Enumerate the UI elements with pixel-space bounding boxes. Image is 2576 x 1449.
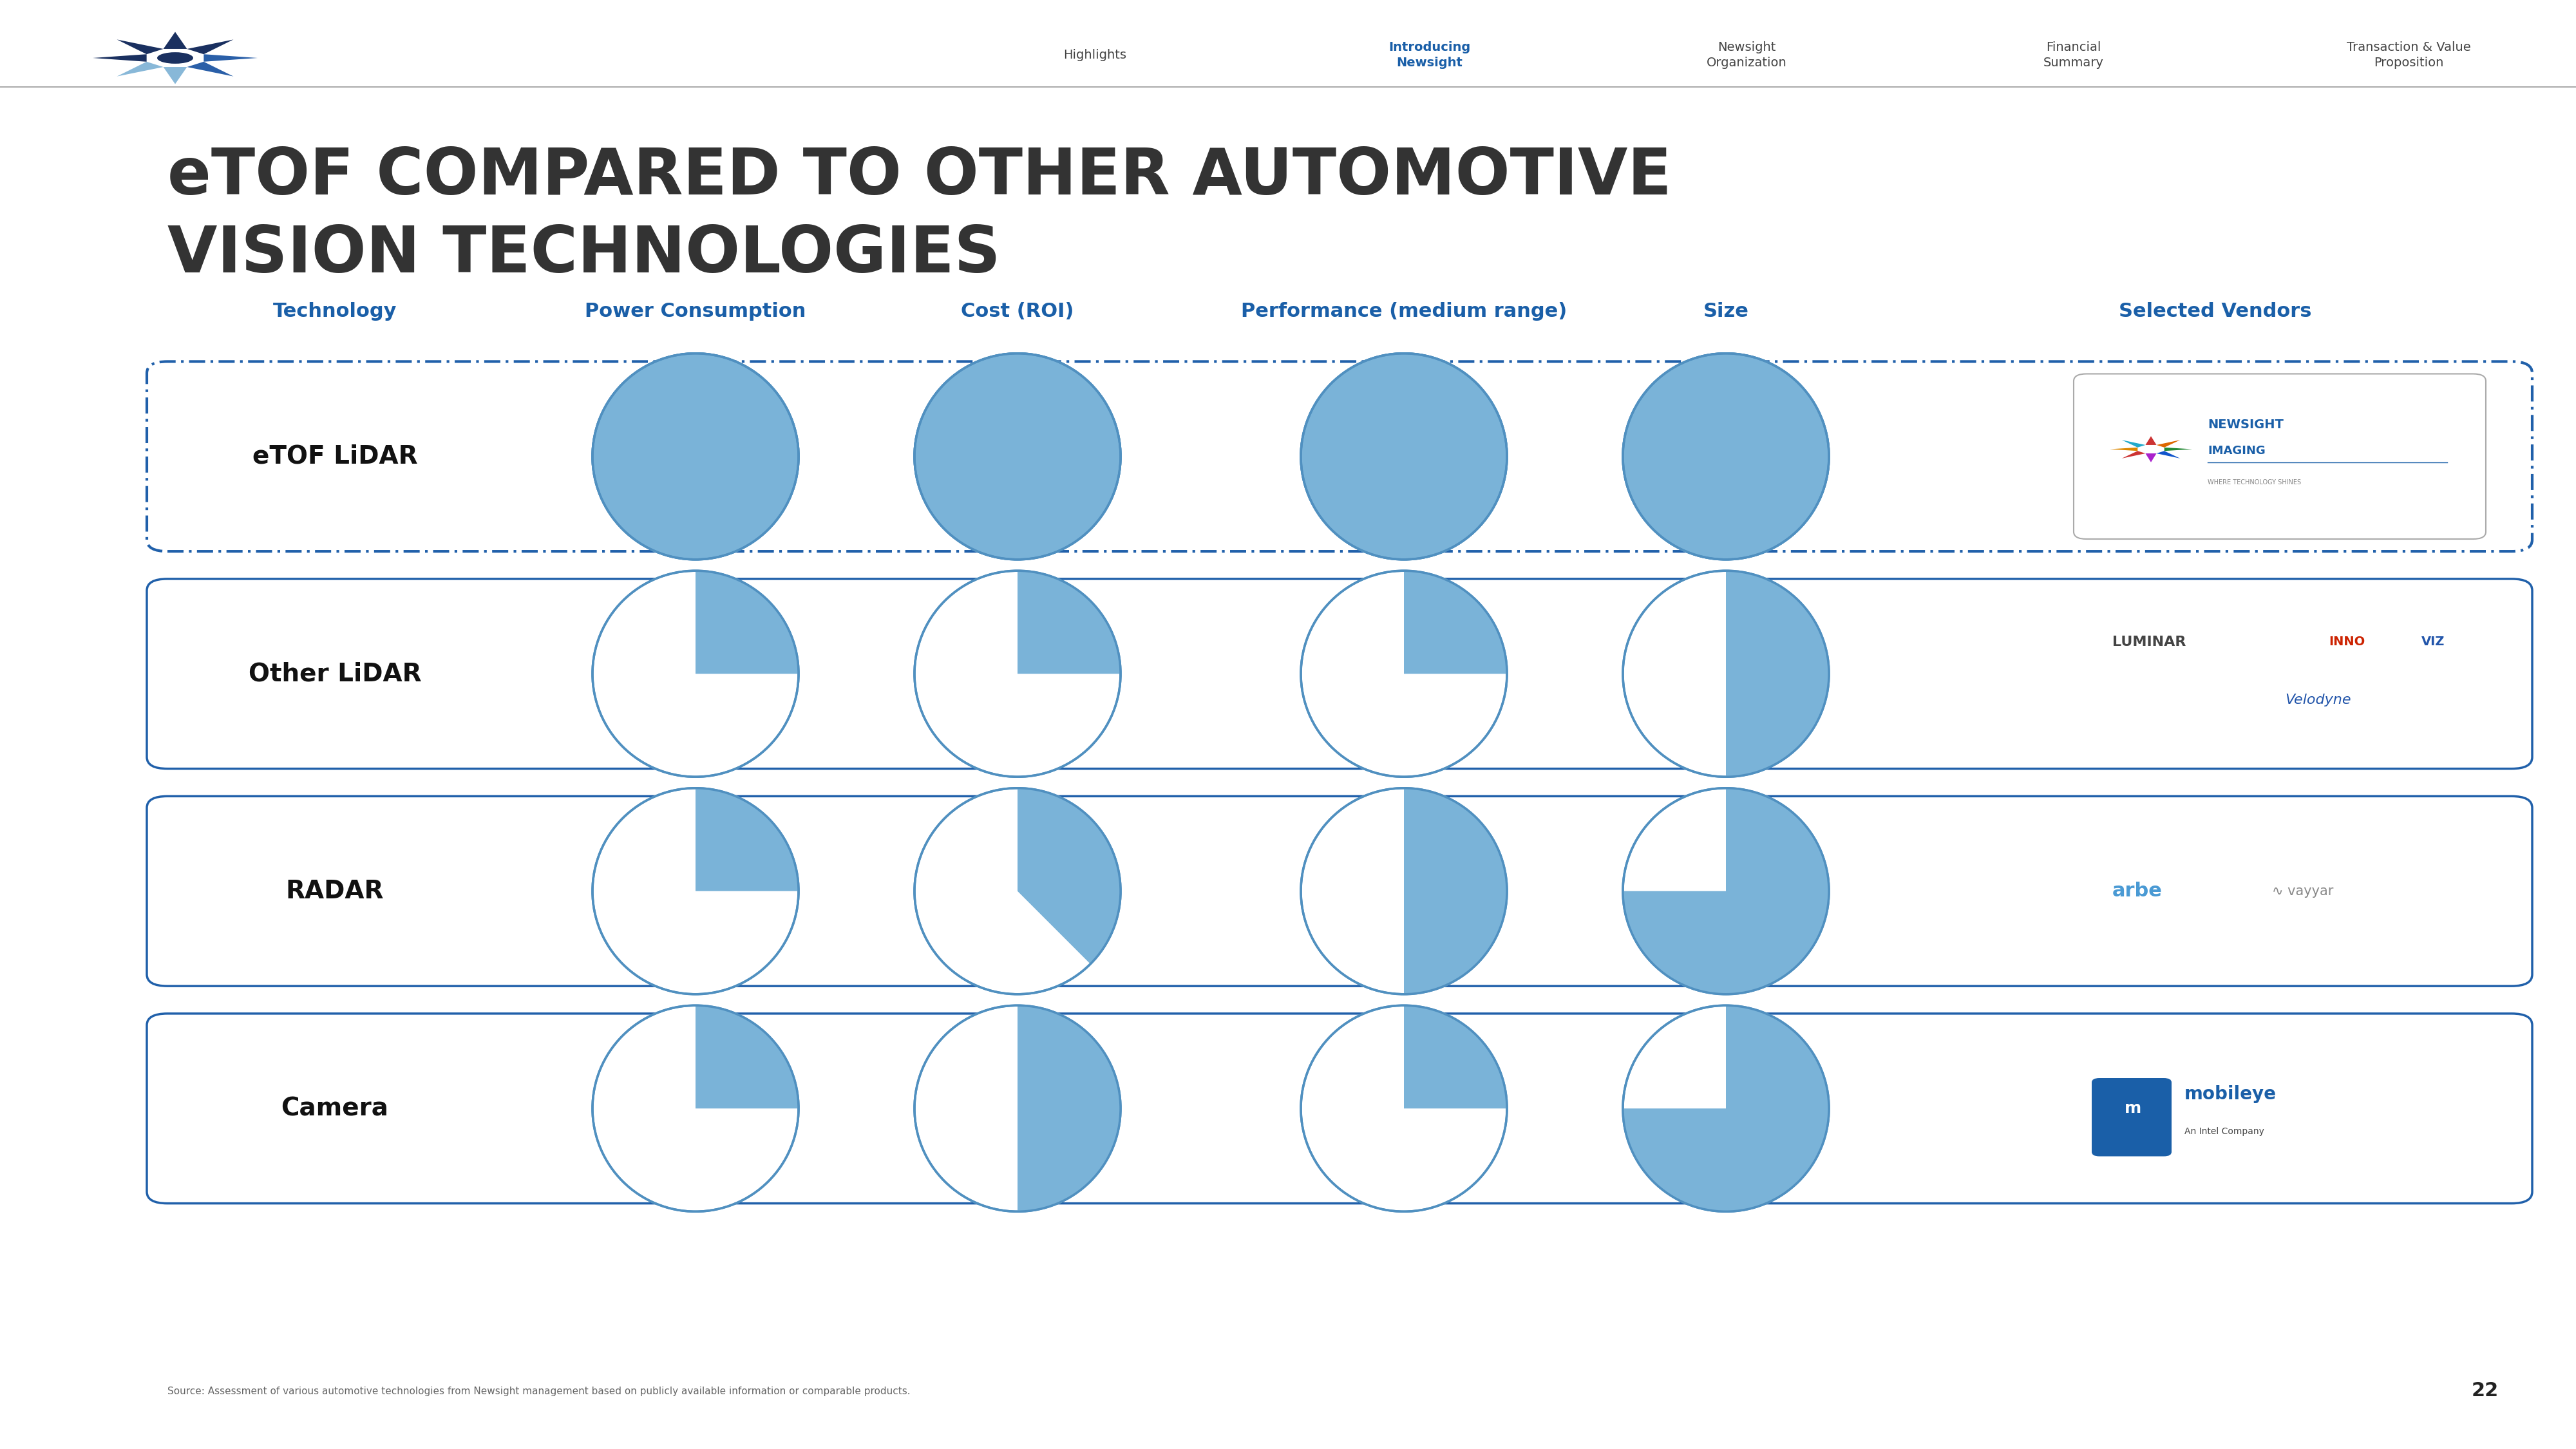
Text: eTOF LiDAR: eTOF LiDAR <box>252 445 417 468</box>
Text: Newsight
Organization: Newsight Organization <box>1705 42 1788 68</box>
Text: WHERE TECHNOLOGY SHINES: WHERE TECHNOLOGY SHINES <box>2208 480 2300 485</box>
Ellipse shape <box>1623 354 1829 559</box>
FancyBboxPatch shape <box>147 797 2532 985</box>
Text: Financial
Summary: Financial Summary <box>2043 42 2105 68</box>
Text: Technology: Technology <box>273 303 397 320</box>
Ellipse shape <box>592 354 799 559</box>
FancyBboxPatch shape <box>2074 374 2486 539</box>
Text: LUMINAR: LUMINAR <box>2112 636 2187 648</box>
Ellipse shape <box>1623 571 1829 777</box>
Text: Other LiDAR: Other LiDAR <box>247 662 422 685</box>
Text: NEWSIGHT: NEWSIGHT <box>2208 419 2282 430</box>
Polygon shape <box>116 39 162 54</box>
Polygon shape <box>1404 1006 1507 1108</box>
Text: Introducing
Newsight: Introducing Newsight <box>1388 42 1471 68</box>
Ellipse shape <box>1623 354 1829 559</box>
Ellipse shape <box>592 1006 799 1211</box>
Text: INNO: INNO <box>2329 636 2365 648</box>
Polygon shape <box>1404 571 1507 674</box>
Ellipse shape <box>1623 788 1829 994</box>
Polygon shape <box>204 54 258 62</box>
Text: ∿ vayyar: ∿ vayyar <box>2272 885 2334 897</box>
Ellipse shape <box>914 1006 1121 1211</box>
Ellipse shape <box>1301 788 1507 994</box>
Text: Highlights: Highlights <box>1064 49 1126 61</box>
Text: Source: Assessment of various automotive technologies from Newsight management b: Source: Assessment of various automotive… <box>167 1387 909 1395</box>
Ellipse shape <box>592 788 799 994</box>
Ellipse shape <box>592 571 799 777</box>
Text: m: m <box>2125 1101 2141 1116</box>
Polygon shape <box>1018 571 1121 674</box>
Text: Cost (ROI): Cost (ROI) <box>961 303 1074 320</box>
Polygon shape <box>696 571 799 674</box>
Polygon shape <box>2123 451 2146 458</box>
Polygon shape <box>2164 448 2192 451</box>
Polygon shape <box>2146 436 2156 445</box>
Text: Size: Size <box>1703 303 1749 320</box>
Text: 22: 22 <box>2470 1382 2499 1400</box>
Ellipse shape <box>914 571 1121 777</box>
FancyBboxPatch shape <box>2092 1078 2172 1156</box>
Text: Transaction & Value
Proposition: Transaction & Value Proposition <box>2347 42 2470 68</box>
Polygon shape <box>1726 571 1829 777</box>
Ellipse shape <box>914 788 1121 994</box>
Text: VISION TECHNOLOGIES: VISION TECHNOLOGIES <box>167 223 999 287</box>
Text: Selected Vendors: Selected Vendors <box>2120 303 2311 320</box>
Ellipse shape <box>1301 571 1507 777</box>
FancyBboxPatch shape <box>147 578 2532 768</box>
Text: IMAGING: IMAGING <box>2208 445 2264 456</box>
Ellipse shape <box>914 354 1121 559</box>
Ellipse shape <box>1301 1006 1507 1211</box>
Ellipse shape <box>157 52 193 64</box>
Text: Power Consumption: Power Consumption <box>585 303 806 320</box>
Polygon shape <box>2146 454 2156 462</box>
Text: mobileye: mobileye <box>2184 1085 2277 1103</box>
Text: Camera: Camera <box>281 1097 389 1120</box>
Polygon shape <box>696 788 799 891</box>
Ellipse shape <box>1301 354 1507 559</box>
FancyBboxPatch shape <box>147 1014 2532 1203</box>
FancyBboxPatch shape <box>147 361 2532 551</box>
Text: RADAR: RADAR <box>286 880 384 903</box>
Polygon shape <box>2123 440 2146 448</box>
Polygon shape <box>116 62 162 77</box>
Polygon shape <box>1018 788 1121 964</box>
Polygon shape <box>1018 1006 1121 1211</box>
Text: Velodyne: Velodyne <box>2285 694 2352 706</box>
Polygon shape <box>188 62 234 77</box>
Ellipse shape <box>914 354 1121 559</box>
Polygon shape <box>2156 440 2179 448</box>
Ellipse shape <box>1623 1006 1829 1211</box>
Text: An Intel Company: An Intel Company <box>2184 1127 2264 1136</box>
Text: Performance (medium range): Performance (medium range) <box>1242 303 1566 320</box>
Polygon shape <box>2110 448 2138 451</box>
Ellipse shape <box>1301 354 1507 559</box>
Ellipse shape <box>592 354 799 559</box>
Polygon shape <box>162 67 188 84</box>
Text: arbe: arbe <box>2112 882 2161 900</box>
Polygon shape <box>1623 1006 1829 1211</box>
Polygon shape <box>2156 451 2179 458</box>
Polygon shape <box>188 39 234 54</box>
Text: VIZ: VIZ <box>2421 636 2445 648</box>
Text: eTOF COMPARED TO OTHER AUTOMOTIVE: eTOF COMPARED TO OTHER AUTOMOTIVE <box>167 145 1672 209</box>
Polygon shape <box>696 1006 799 1108</box>
Polygon shape <box>1404 788 1507 994</box>
Polygon shape <box>93 54 147 62</box>
Polygon shape <box>162 32 188 49</box>
Polygon shape <box>1623 788 1829 994</box>
